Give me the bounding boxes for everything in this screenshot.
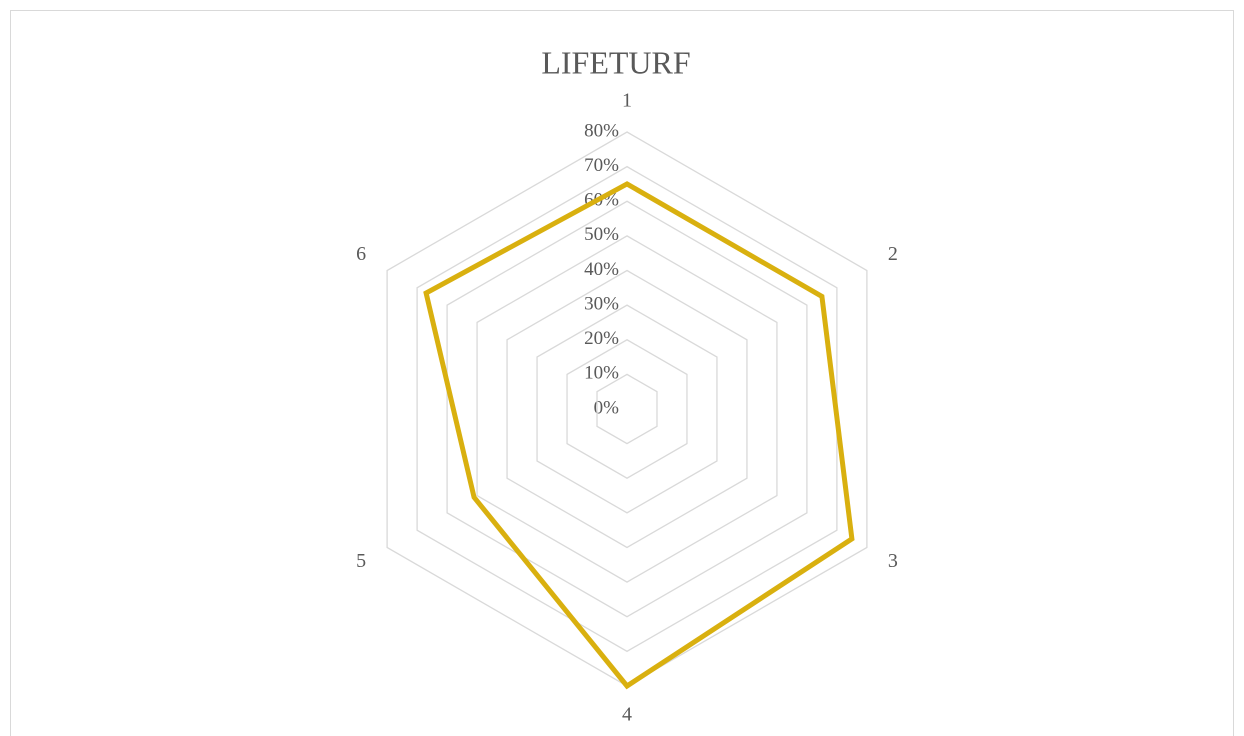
series-line bbox=[423, 181, 855, 690]
category-label: 1 bbox=[622, 90, 632, 112]
category-label: 6 bbox=[356, 243, 366, 265]
r-tick-label: 50% bbox=[584, 224, 619, 245]
grid-ring bbox=[386, 131, 868, 687]
r-tick-label: 0% bbox=[594, 397, 620, 418]
grid-ring bbox=[416, 165, 838, 653]
r-tick-label: 20% bbox=[584, 328, 619, 349]
category-label: 5 bbox=[356, 550, 366, 572]
r-tick-label: 10% bbox=[584, 363, 619, 384]
r-tick-label: 40% bbox=[584, 259, 619, 280]
category-label: 3 bbox=[888, 550, 898, 572]
r-tick-label: 80% bbox=[584, 120, 619, 141]
category-label: 4 bbox=[622, 704, 632, 726]
r-tick-label: 70% bbox=[584, 155, 619, 176]
chart-title: LIFETURF bbox=[541, 44, 690, 80]
grid-ring bbox=[536, 304, 718, 514]
category-label: 2 bbox=[888, 243, 898, 265]
chart-frame bbox=[10, 10, 1234, 736]
grid-ring bbox=[446, 200, 808, 618]
grid-ring bbox=[476, 235, 778, 583]
grid-ring bbox=[596, 373, 658, 445]
r-tick-label: 30% bbox=[584, 293, 619, 314]
grid-ring bbox=[566, 338, 688, 480]
grid-ring bbox=[506, 269, 748, 549]
